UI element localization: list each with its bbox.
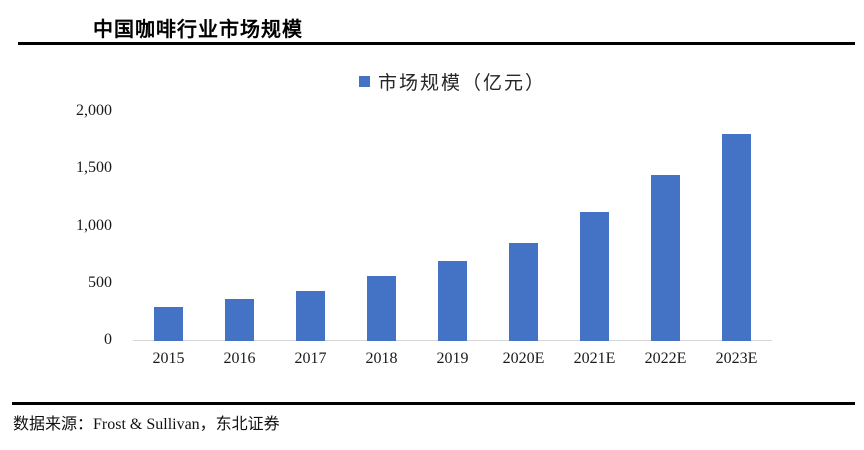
y-tick-label-1000: 1,000 [76,216,112,234]
legend-label: 市场规模（亿元） [377,73,546,94]
legend: 市场规模（亿元） [133,68,772,95]
x-tick-label-2017: 2017 [294,350,327,367]
title-divider [18,42,855,45]
y-tick-label-0: 0 [104,331,112,348]
bar-2019 [438,260,467,341]
bar-2022E [651,174,680,341]
chart-title: 中国咖啡行业市场规模 [93,19,303,41]
bar-2016 [225,298,254,341]
x-tick-label-2018: 2018 [365,350,398,367]
bar-2021E [580,211,609,341]
y-tick-label-500: 500 [88,273,112,291]
x-tick-label-2022E: 2022E [644,350,687,367]
bar-2015 [154,306,183,341]
x-tick-label-2016: 2016 [223,350,256,367]
legend-swatch-icon [358,76,370,87]
x-tick-label-2023E: 2023E [715,350,758,367]
x-tick-label-2021E: 2021E [573,350,616,367]
footer-divider [12,402,855,405]
bar-2020E [509,242,538,341]
bar-2018 [367,275,396,341]
bar-2017 [296,290,325,341]
bar-2023E [722,133,751,341]
x-tick-label-2015: 2015 [152,350,185,367]
source-note: 数据来源：Frost & Sullivan，东北证券 [13,416,280,433]
y-tick-label-2000: 2,000 [76,102,112,119]
x-tick-label-2019: 2019 [436,350,469,367]
y-tick-label-1500: 1,500 [76,159,112,177]
x-tick-label-2020E: 2020E [502,350,545,367]
